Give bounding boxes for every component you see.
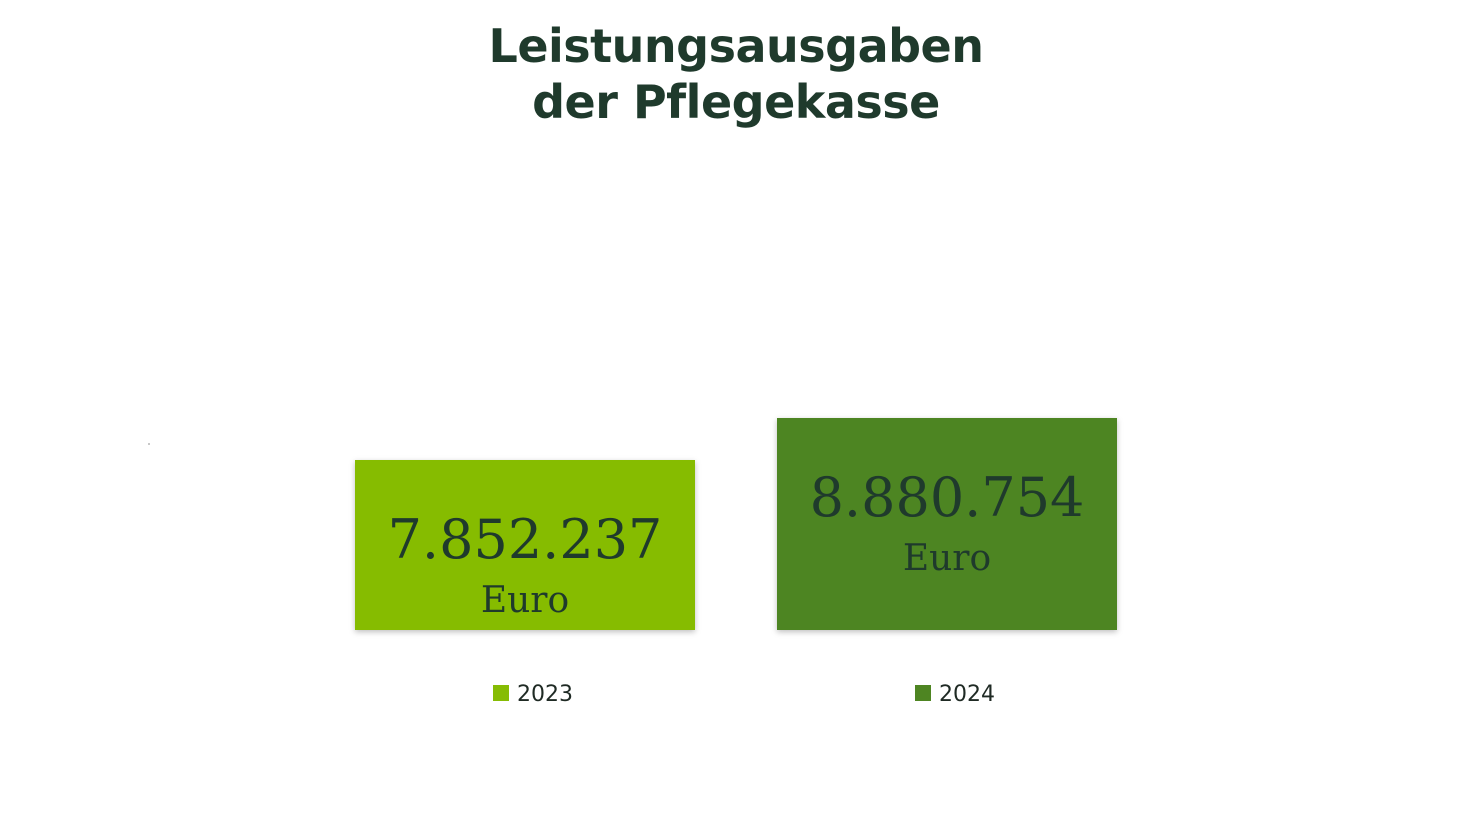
bar-unit-label-2024: Euro	[903, 538, 991, 579]
bars-layer: 7.852.237 Euro 8.880.754 Euro	[355, 418, 1117, 630]
stray-dot	[148, 443, 150, 445]
legend-label-2023: 2023	[517, 682, 573, 707]
chart-title-line-2: der Pflegekasse	[532, 75, 940, 129]
bar-value-label-2024: 8.880.754	[810, 466, 1085, 529]
chart-title-line-1: Leistungsausgaben	[488, 19, 984, 73]
bar-unit-label-2023: Euro	[481, 580, 569, 621]
bar-2023	[355, 460, 695, 630]
legend: 2023 2024	[493, 682, 995, 707]
legend-label-2024: 2024	[939, 682, 995, 707]
legend-swatch-2024	[915, 685, 931, 701]
bar-2024	[777, 418, 1117, 630]
legend-swatch-2023	[493, 685, 509, 701]
chart-title: Leistungsausgaben der Pflegekasse	[0, 18, 1472, 130]
bar-value-label-2023: 7.852.237	[388, 508, 663, 571]
